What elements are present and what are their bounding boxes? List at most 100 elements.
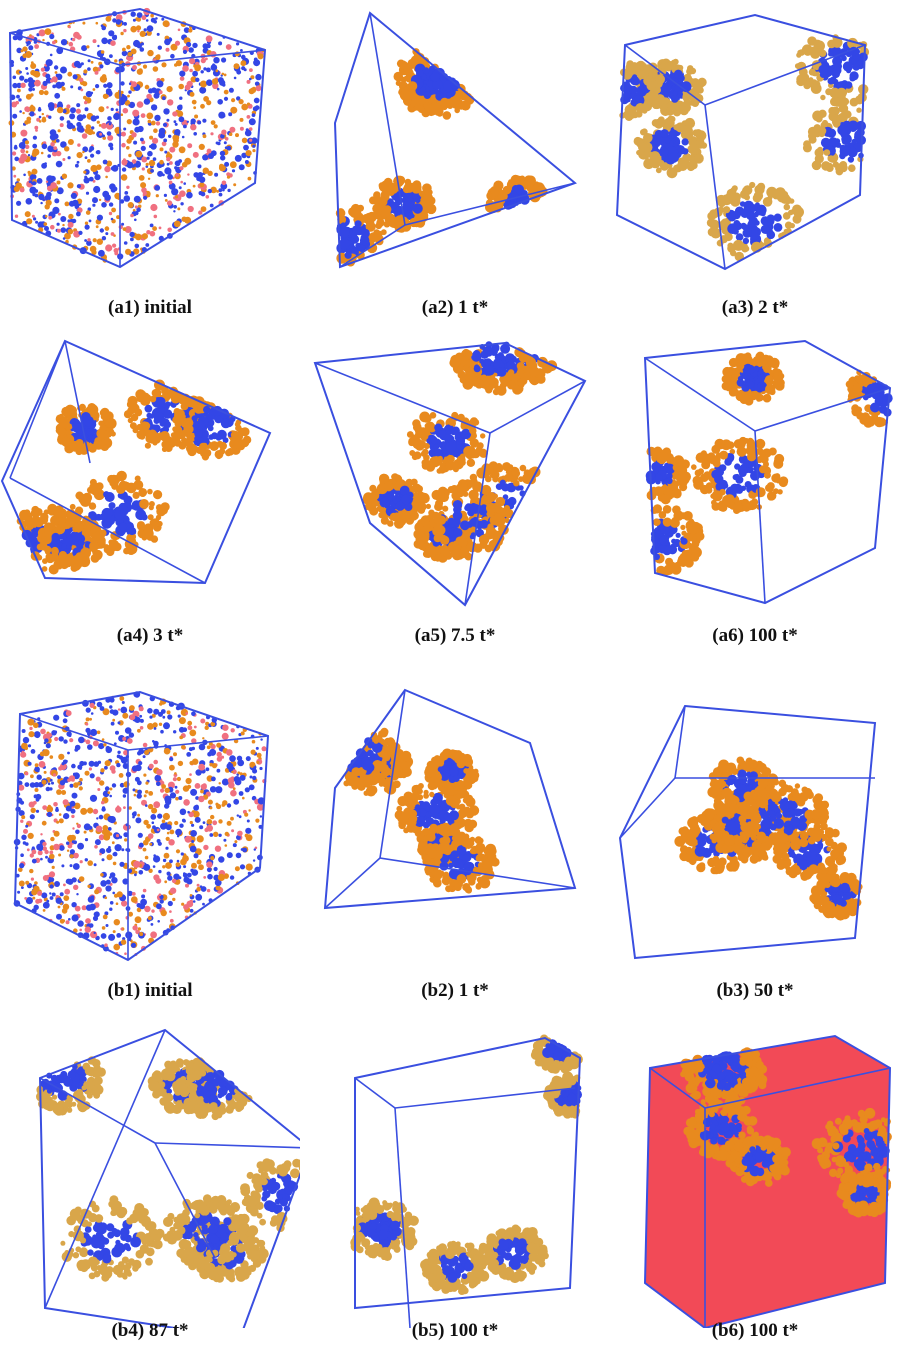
particle (224, 161, 230, 167)
particle (113, 112, 121, 121)
particle (130, 213, 134, 218)
particle (727, 193, 736, 201)
cube-edge (9, 477, 206, 584)
particle (170, 43, 178, 51)
particle (485, 386, 493, 394)
particle (81, 114, 87, 119)
particle (50, 142, 55, 147)
particle (126, 119, 132, 125)
particle (359, 235, 370, 246)
particle (131, 811, 137, 817)
particle (114, 508, 125, 520)
particle (146, 412, 152, 419)
particle (233, 798, 240, 805)
particle (410, 56, 418, 64)
particle (90, 153, 95, 158)
particle (854, 95, 864, 105)
particle (191, 99, 197, 105)
particle (660, 129, 669, 138)
particle (716, 468, 724, 477)
particle (121, 167, 127, 172)
particle (183, 27, 190, 33)
particle (210, 132, 214, 136)
particle (140, 113, 146, 118)
particle (117, 750, 121, 754)
particle (469, 438, 479, 448)
particle (438, 465, 447, 474)
particle (206, 79, 213, 86)
particle (44, 849, 49, 855)
particle (87, 807, 94, 814)
particle (175, 796, 179, 801)
particle (19, 110, 22, 113)
particle (50, 224, 55, 230)
particle (61, 173, 68, 179)
particle (43, 65, 50, 72)
particle (202, 442, 208, 449)
particle (24, 211, 31, 218)
particle (635, 103, 646, 113)
particle (88, 502, 97, 510)
particle (214, 172, 219, 177)
particle (474, 379, 484, 389)
particle (677, 160, 688, 171)
cube-edge (9, 340, 66, 479)
particle (80, 62, 84, 66)
particle (98, 249, 105, 257)
particle (662, 568, 670, 576)
cube-edge (119, 49, 266, 66)
particle (644, 161, 652, 169)
particle (154, 185, 161, 191)
particle (92, 551, 103, 561)
particle (32, 181, 37, 186)
particle (250, 75, 255, 80)
particle (162, 20, 170, 27)
particle (170, 53, 175, 59)
particle (92, 179, 96, 183)
particle (451, 426, 460, 435)
particle (20, 853, 24, 857)
particle (744, 352, 752, 360)
particle (120, 174, 128, 181)
particle (77, 493, 84, 500)
particle (710, 493, 716, 499)
particle (67, 221, 74, 228)
particle (429, 412, 437, 419)
particle (73, 60, 81, 68)
particle (195, 64, 201, 70)
particle (167, 714, 173, 720)
particle (855, 120, 866, 132)
particle (141, 167, 145, 171)
particle (12, 75, 17, 80)
particle (137, 509, 143, 515)
particle (175, 60, 182, 67)
particle (55, 524, 66, 535)
particle (165, 836, 170, 841)
particle (89, 482, 99, 493)
particle (662, 517, 672, 527)
particle (411, 453, 419, 461)
particle (653, 486, 664, 497)
particle (240, 49, 243, 52)
particle (102, 159, 108, 165)
particle (123, 127, 127, 131)
particle (146, 156, 150, 160)
particle (655, 167, 662, 174)
particle (749, 442, 755, 449)
particle (87, 403, 97, 412)
particle (693, 479, 704, 490)
particle (149, 145, 152, 148)
particle (101, 202, 107, 208)
particle (142, 847, 147, 852)
particle (142, 755, 146, 759)
particle (481, 463, 492, 474)
particle (131, 81, 137, 88)
particle (228, 87, 234, 93)
particle (808, 68, 816, 76)
particle (153, 490, 163, 500)
particle (44, 215, 48, 218)
particle (65, 429, 72, 436)
particle (122, 794, 127, 798)
particle (178, 146, 186, 154)
particle (190, 76, 197, 83)
